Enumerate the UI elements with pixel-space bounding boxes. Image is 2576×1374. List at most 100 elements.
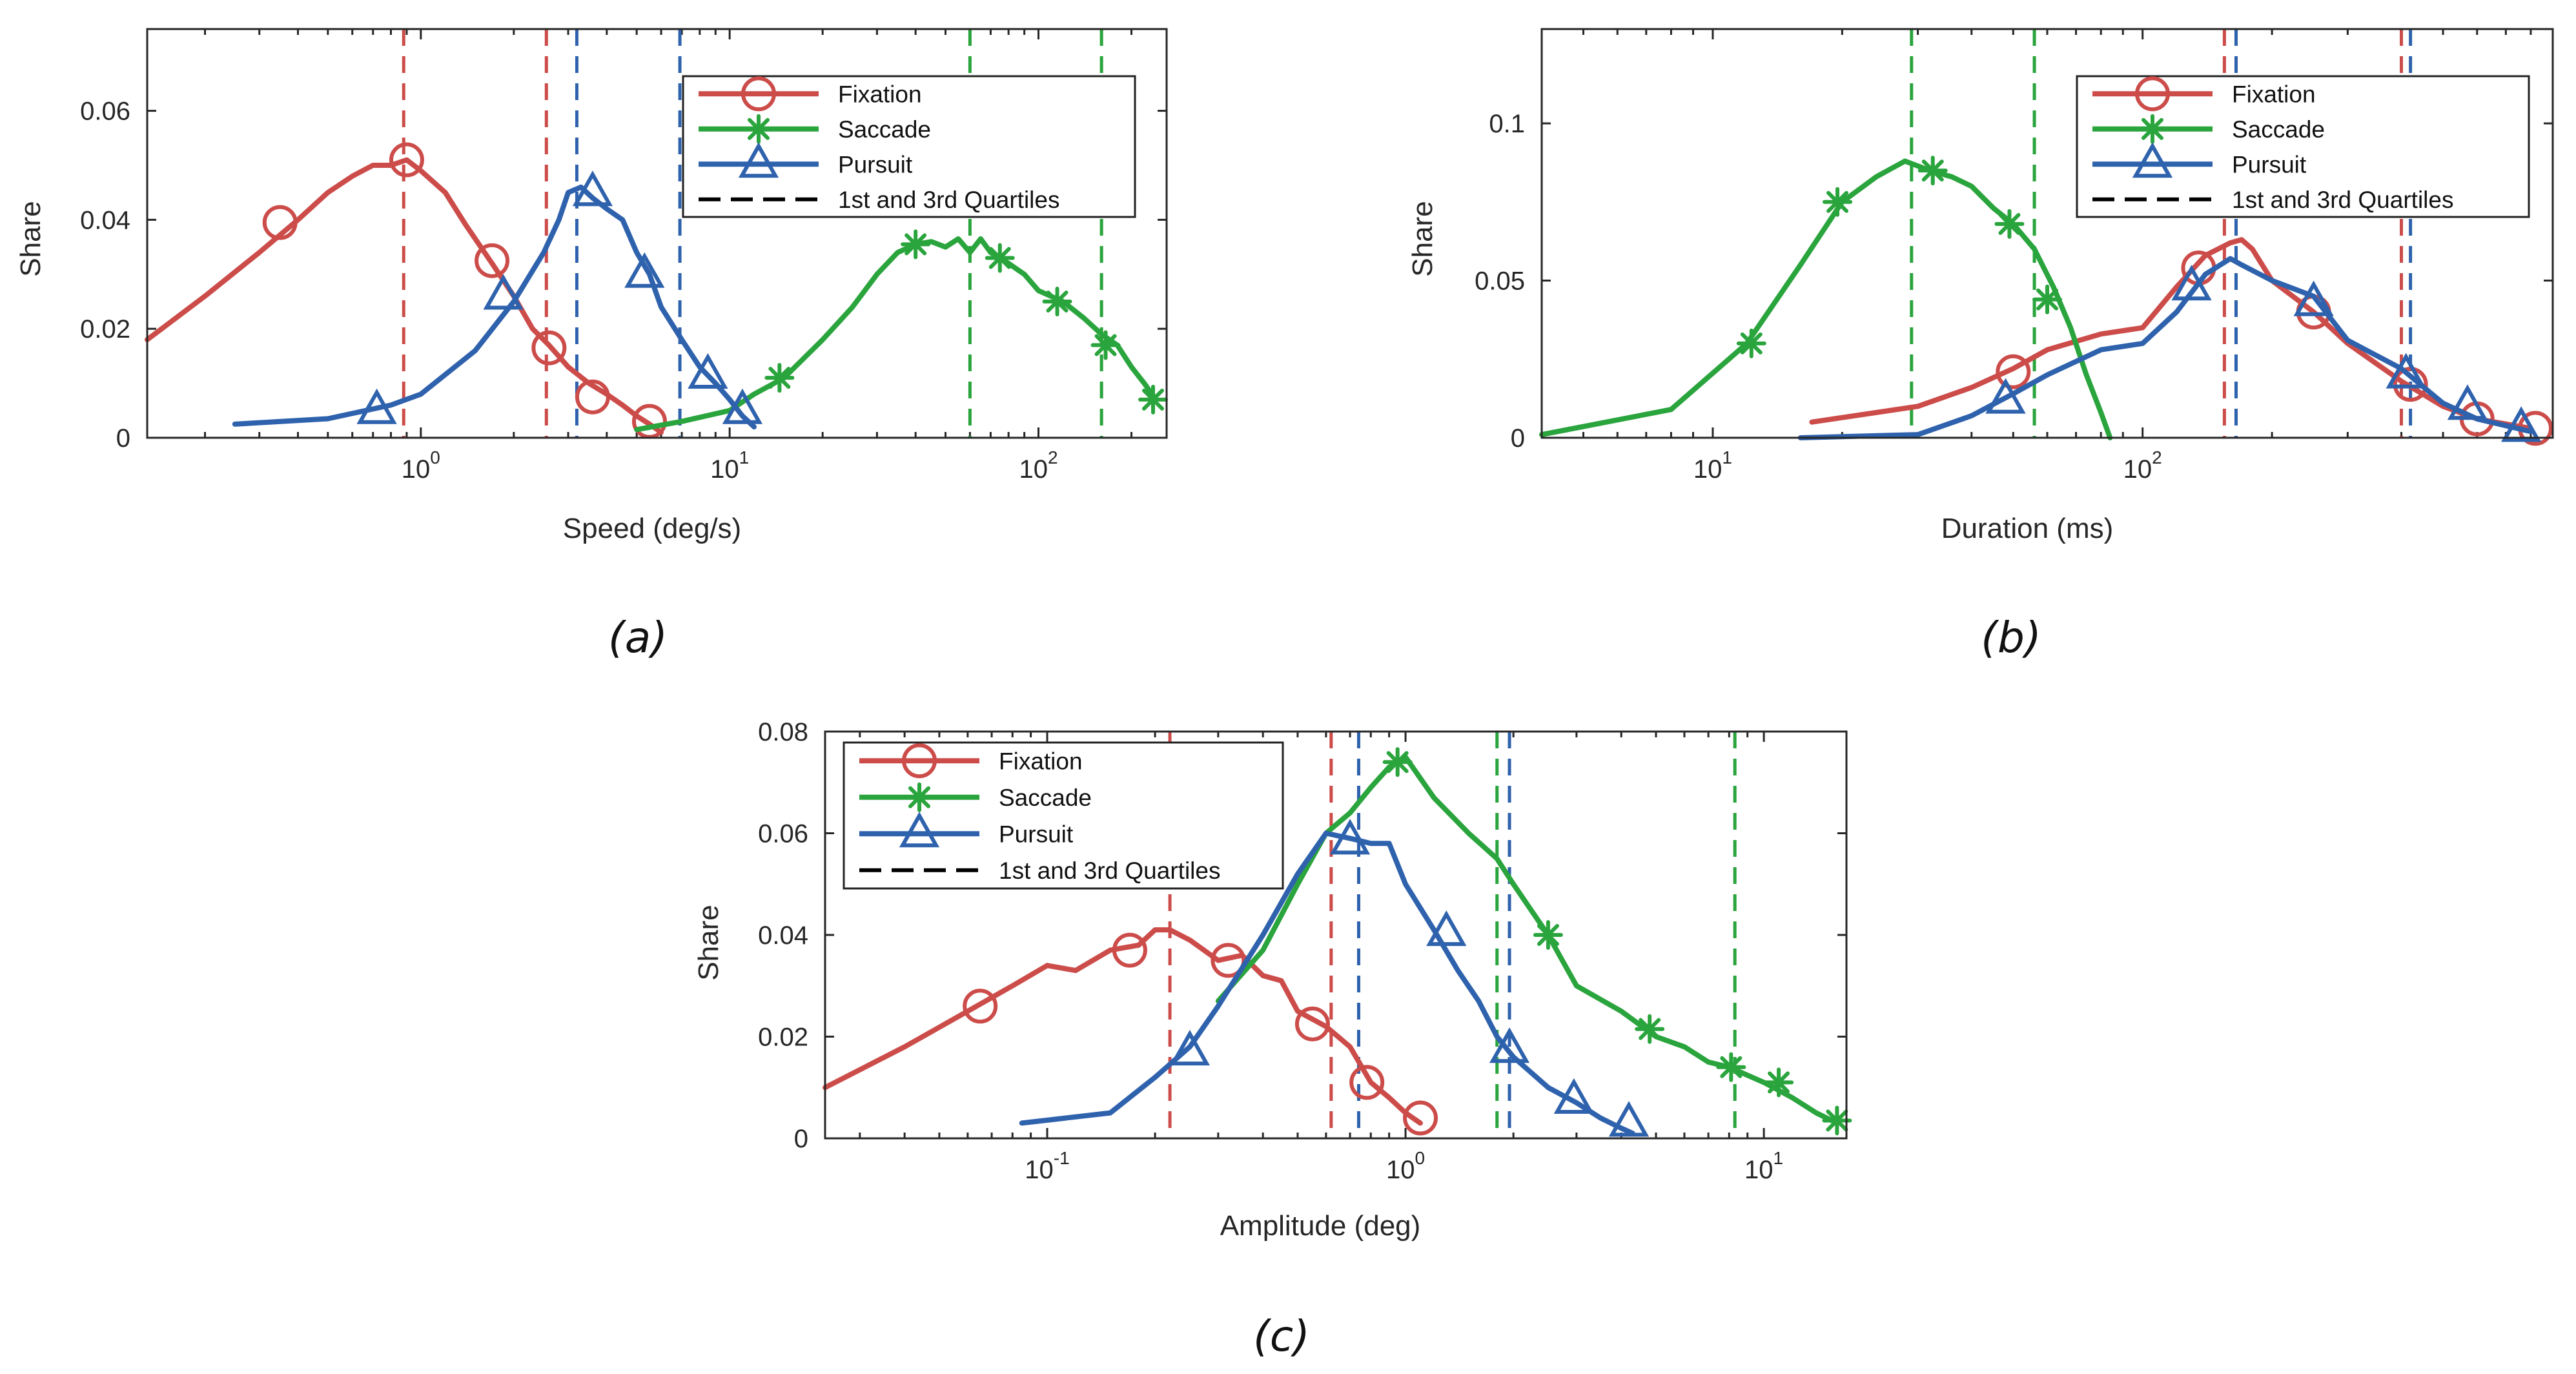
chart-a-legend-marker [744, 114, 773, 144]
chart-a-fixation-marker [575, 379, 610, 415]
chart-panel-a: Share Speed (deg/s) (a) 0 0.02 0.04 0.06 100… [15, 28, 1168, 662]
chart-b-pursuit-marker [2500, 406, 2542, 442]
chart-c-legend: Fixation Saccade Pursuit 1st and 3rd Quarti… [843, 741, 1284, 890]
chart-b-saccade-marker [1994, 209, 2025, 239]
chart-c-fixation-line [823, 927, 1423, 1126]
chart-c-fixation-marker [1294, 1006, 1330, 1041]
chart-a-pursuit-marker [356, 388, 397, 424]
chart-a-saccade-marker [1042, 287, 1072, 316]
chart-c-saccade-marker [1533, 920, 1563, 950]
chart-c-xtick-label: 101 [1744, 1148, 1783, 1184]
chart-c-ytick-label: 0.08 [758, 718, 808, 746]
chart-c-ytick-label: 0.04 [758, 921, 808, 950]
chart-c-pursuit-marker [1553, 1078, 1594, 1114]
chart-a-ytick-label: 0.06 [80, 97, 130, 126]
chart-c-saccade-marker [1716, 1052, 1746, 1082]
chart-b-frame [1540, 28, 2554, 439]
chart-c-pursuit-marker [1608, 1101, 1650, 1137]
chart-a-saccade-marker [985, 243, 1015, 273]
chart-a-fixation-marker [531, 330, 567, 365]
chart-a-pursuit-marker [483, 274, 524, 310]
chart-a-legend: Fixation Saccade Pursuit 1st and 3rd Quarti… [682, 75, 1136, 218]
chart-c-frame [824, 730, 1848, 1140]
chart-c-legend-marker [899, 812, 940, 848]
chart-a-xtick-label: 100 [402, 447, 440, 484]
chart-a-frame [146, 28, 1168, 439]
chart-b-pursuit-marker [1985, 378, 2026, 414]
chart-a-saccade-marker [764, 363, 795, 393]
chart-a-pursuit-marker [688, 353, 728, 389]
chart-c-pursuit-line [1019, 830, 1635, 1136]
chart-c-pursuit-marker [1169, 1030, 1211, 1066]
chart-b-legend-label: Pursuit [2232, 151, 2307, 178]
chart-c-xtick-label: 10-1 [1025, 1148, 1069, 1184]
chart-c-xtick-label: 100 [1386, 1148, 1425, 1184]
chart-c-xlabel: Amplitude (deg) [1220, 1210, 1421, 1242]
chart-a-fixation-marker [475, 243, 510, 278]
chart-c-ylabel: Share [693, 905, 724, 980]
chart-a-legend-label: Fixation [838, 81, 922, 107]
chart-b-ytick-label: 0.1 [1489, 110, 1525, 138]
chart-a-caption: (a) [608, 613, 668, 662]
chart-a-pursuit-marker [624, 252, 665, 288]
chart-c-ytick-label: 0 [794, 1125, 808, 1153]
chart-b-saccade-line [1539, 158, 2113, 440]
chart-a-ytick-label: 0.02 [80, 315, 130, 344]
chart-c-fixation-marker [1349, 1065, 1385, 1100]
chart-b-fixation-line [1809, 237, 2533, 431]
chart-a-xtick-label: 101 [710, 447, 749, 484]
chart-b-pursuit-marker [2293, 280, 2334, 316]
chart-c-ytick-label: 0.06 [758, 820, 808, 848]
chart-c-legend-label: Saccade [999, 784, 1092, 811]
chart-c-saccade-marker [1635, 1014, 1665, 1044]
chart-a-saccade-marker [1138, 384, 1168, 415]
chart-b-legend-label: Fixation [2232, 81, 2316, 107]
chart-b-ylabel: Share [1407, 201, 1438, 276]
chart-a-fixation-line [145, 157, 664, 435]
chart-b-legend-marker [2138, 114, 2167, 144]
chart-a-pursuit-marker [572, 170, 613, 207]
chart-b-xtick-label: 101 [1693, 447, 1732, 484]
chart-a-ytick-label: 0.04 [80, 206, 130, 234]
chart-b-xlabel: Duration (ms) [1941, 513, 2114, 544]
chart-c-pursuit-marker [1426, 910, 1467, 947]
chart-b-ytick-label: 0 [1511, 424, 1525, 453]
chart-b-saccade-marker [1823, 187, 1853, 217]
chart-b-pursuit-line [1797, 256, 2533, 440]
chart-c-legend-label: 1st and 3rd Quartiles [999, 857, 1220, 884]
chart-b-legend-label: 1st and 3rd Quartiles [2232, 187, 2453, 213]
chart-c-caption: (c) [1253, 1311, 1310, 1361]
chart-a-legend-label: 1st and 3rd Quartiles [838, 187, 1059, 213]
chart-b-fixation-marker [2393, 367, 2428, 402]
chart-b-saccade-marker [1917, 156, 1948, 186]
chart-c-saccade-marker [1764, 1067, 1794, 1098]
chart-c-legend-label: Fixation [999, 748, 1083, 774]
chart-a-legend-marker [741, 76, 776, 112]
chart-c-legend-marker [902, 743, 937, 779]
chart-a-saccade-marker [1090, 330, 1121, 360]
chart-panel-c: Share Amplitude (deg) (c) 0 0.02 0.04 0.06 0… [693, 718, 1852, 1361]
chart-b-pursuit-marker [2447, 384, 2488, 420]
chart-a-xtick-label: 102 [1019, 447, 1058, 484]
chart-c-fixation-marker [1211, 943, 1246, 978]
chart-a-saccade-line [634, 236, 1159, 433]
chart-c-saccade-line [1215, 754, 1840, 1126]
chart-b-saccade-marker [1736, 328, 1766, 358]
chart-a-saccade-marker [901, 229, 931, 260]
chart-c-pursuit-marker [1489, 1027, 1530, 1063]
chart-c-fixation-marker [1112, 932, 1147, 968]
chart-a-xlabel: Speed (deg/s) [563, 513, 741, 544]
chart-b-pursuit-marker [2171, 265, 2212, 301]
chart-b-legend-marker [2135, 76, 2170, 112]
chart-c-pursuit-marker [1329, 819, 1371, 855]
chart-c-ytick-label: 0.02 [758, 1023, 808, 1052]
chart-b-xtick-label: 102 [2123, 447, 2162, 484]
chart-a-legend-label: Pursuit [838, 151, 913, 178]
chart-b-fixation-marker [1996, 354, 2031, 389]
chart-b-legend-label: Saccade [2232, 116, 2325, 143]
chart-c-fixation-marker [1403, 1100, 1438, 1136]
chart-c-legend-marker [905, 782, 934, 812]
chart-c-legend-label: Pursuit [999, 821, 1074, 847]
chart-panel-b: Share Duration (ms) (b) 0 0.05 0.1 101 102 Fi… [1407, 28, 2554, 662]
